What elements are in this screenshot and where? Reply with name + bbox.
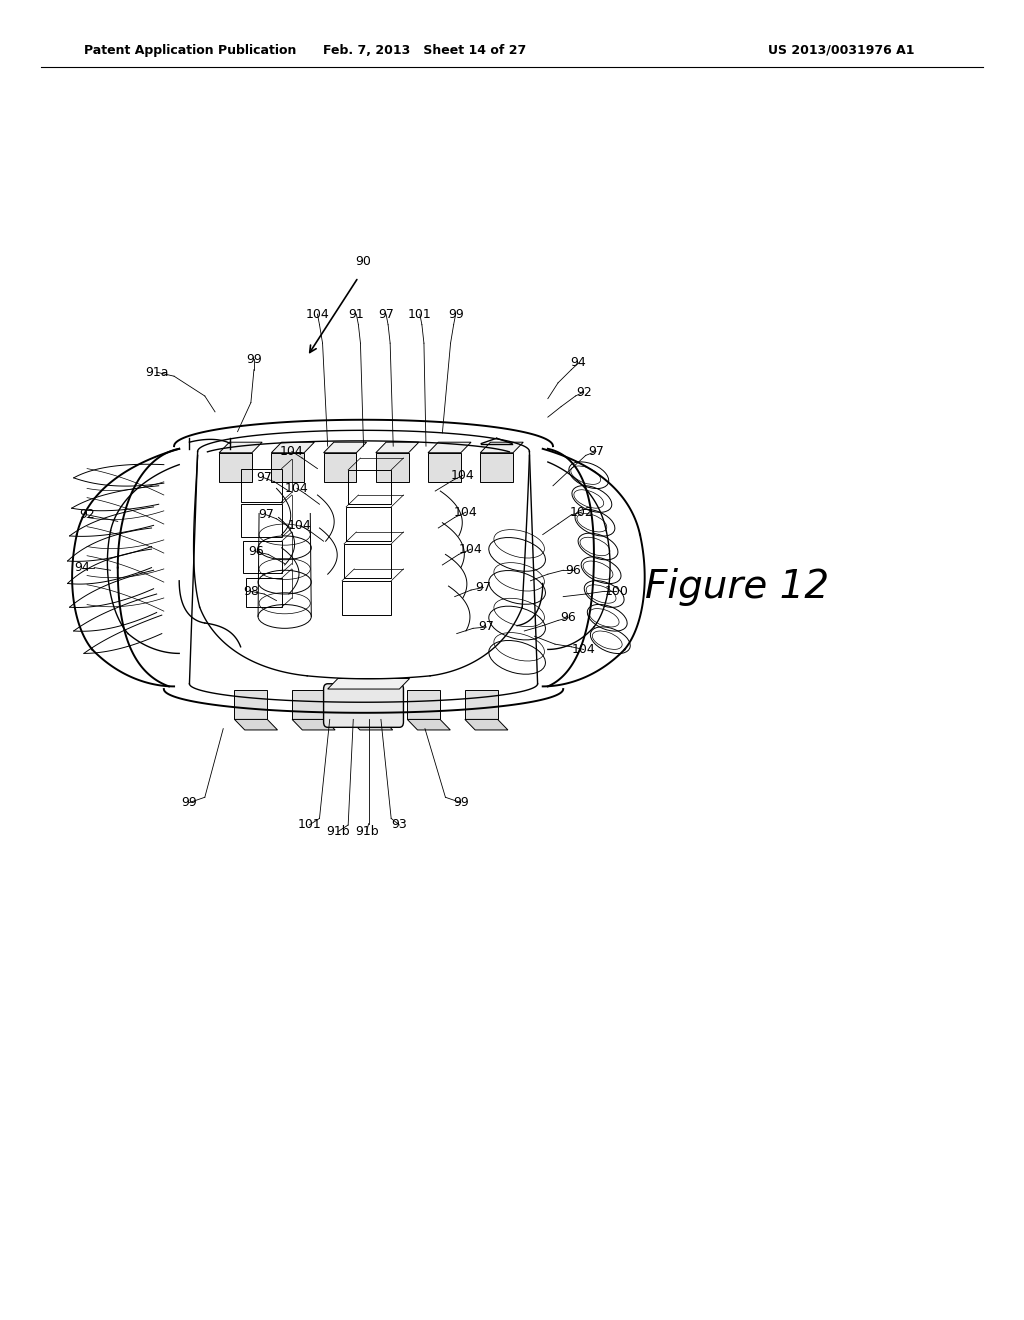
Bar (342, 581, 391, 615)
Text: 98: 98 (243, 585, 259, 598)
Text: 91b: 91b (326, 825, 350, 838)
Text: 104: 104 (285, 482, 309, 495)
Polygon shape (324, 442, 367, 453)
Polygon shape (328, 678, 410, 689)
Text: 91b: 91b (354, 825, 379, 838)
FancyBboxPatch shape (324, 684, 403, 727)
Bar (346, 507, 391, 541)
Bar (480, 453, 513, 482)
Text: 99: 99 (181, 796, 198, 809)
Bar (349, 690, 382, 719)
Polygon shape (408, 719, 451, 730)
Text: 94: 94 (74, 561, 90, 574)
Bar (241, 469, 282, 502)
Text: 90: 90 (355, 255, 372, 268)
Text: Feb. 7, 2013   Sheet 14 of 27: Feb. 7, 2013 Sheet 14 of 27 (324, 44, 526, 57)
Bar (234, 690, 267, 719)
Text: Figure 12: Figure 12 (645, 569, 829, 606)
Polygon shape (219, 442, 262, 453)
Polygon shape (271, 442, 314, 453)
Text: 99: 99 (447, 308, 464, 321)
Bar (376, 453, 409, 482)
Text: 96: 96 (248, 545, 264, 558)
Text: 104: 104 (459, 543, 483, 556)
Polygon shape (234, 719, 278, 730)
Text: 97: 97 (378, 308, 394, 321)
Text: 99: 99 (246, 352, 262, 366)
Text: 104: 104 (280, 445, 304, 458)
Text: 93: 93 (391, 818, 408, 832)
Polygon shape (376, 442, 419, 453)
Text: 97: 97 (588, 445, 604, 458)
Polygon shape (428, 442, 471, 453)
Bar (348, 470, 391, 504)
Text: 97: 97 (256, 471, 272, 484)
Text: US 2013/0031976 A1: US 2013/0031976 A1 (768, 44, 914, 57)
Text: 101: 101 (408, 308, 432, 321)
Bar (219, 453, 252, 482)
Bar (428, 453, 461, 482)
Text: 104: 104 (305, 308, 330, 321)
Bar (246, 578, 282, 607)
Text: 97: 97 (478, 620, 495, 634)
Polygon shape (480, 442, 523, 453)
Text: 99: 99 (453, 796, 469, 809)
Bar (344, 544, 391, 578)
Bar (324, 453, 356, 482)
Text: 101: 101 (297, 818, 322, 832)
Text: 100: 100 (604, 585, 629, 598)
Text: 104: 104 (454, 506, 478, 519)
Text: 104: 104 (288, 519, 312, 532)
Text: 92: 92 (79, 508, 95, 521)
Bar (271, 453, 304, 482)
Text: 104: 104 (571, 643, 596, 656)
Polygon shape (465, 719, 508, 730)
Bar (243, 541, 282, 573)
Text: 104: 104 (451, 469, 475, 482)
Bar (292, 690, 325, 719)
Text: 96: 96 (565, 564, 582, 577)
Bar (408, 690, 440, 719)
Bar (465, 690, 498, 719)
Text: 96: 96 (560, 611, 577, 624)
Text: 92: 92 (575, 385, 592, 399)
Text: 97: 97 (475, 581, 492, 594)
Text: 97: 97 (258, 508, 274, 521)
Polygon shape (349, 719, 393, 730)
Text: 94: 94 (570, 356, 587, 370)
Text: 102: 102 (569, 506, 594, 519)
Polygon shape (292, 719, 335, 730)
Bar (241, 504, 282, 537)
Text: 91: 91 (348, 308, 365, 321)
Text: Patent Application Publication: Patent Application Publication (84, 44, 296, 57)
Text: 91a: 91a (145, 366, 168, 379)
